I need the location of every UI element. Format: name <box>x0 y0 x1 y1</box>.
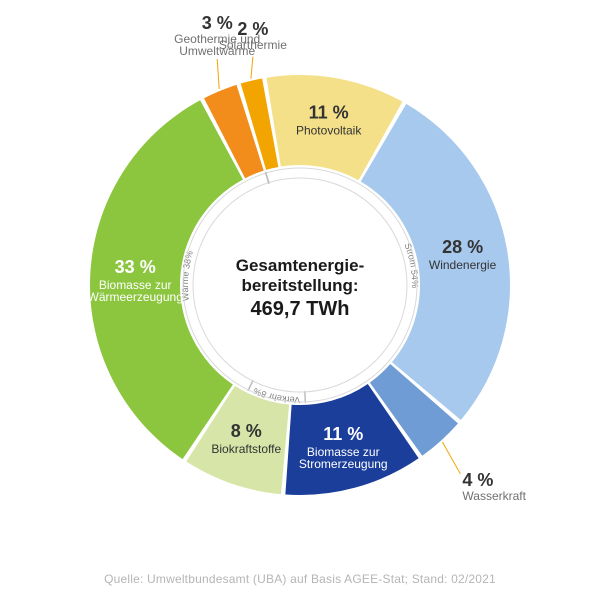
source-caption: Quelle: Umweltbundesamt (UBA) auf Basis … <box>0 572 600 586</box>
donut-chart: 2 %Solarthermie11 %Photovoltaik28 %Winde… <box>0 0 600 600</box>
slice-name-label: Windenergie <box>429 258 497 272</box>
inner-ring-separator <box>305 391 306 403</box>
slice-pct-label: 11 % <box>323 424 363 444</box>
slice-name-label: Wasserkraft <box>462 489 526 503</box>
slice-name-label: Umweltwärme <box>179 44 255 58</box>
leader-line <box>217 59 219 89</box>
center-value: 469,7 TWh <box>251 298 350 320</box>
slice-pct-label: 8 % <box>231 421 262 441</box>
inner-ring-separator <box>248 380 253 391</box>
slice-pct-label: 3 % <box>202 13 233 33</box>
slice-name-label: Photovoltaik <box>296 124 362 138</box>
center-title: Gesamtenergie- <box>236 256 365 275</box>
slice-name-label: Wärmeerzeugung <box>88 290 183 304</box>
slice-pct-label: 28 % <box>442 237 483 257</box>
slice-name-label: Biokraftstoffe <box>211 442 281 456</box>
leader-line <box>251 57 253 79</box>
leader-line <box>442 442 460 474</box>
center-title: bereitstellung: <box>241 276 358 295</box>
slice-pct-label: 4 % <box>462 470 493 490</box>
inner-ring-separator <box>266 172 270 183</box>
slice-pct-label: 33 % <box>115 257 156 277</box>
slice-name-label: Stromerzeugung <box>299 457 388 471</box>
slice-pct-label: 11 % <box>309 103 349 123</box>
